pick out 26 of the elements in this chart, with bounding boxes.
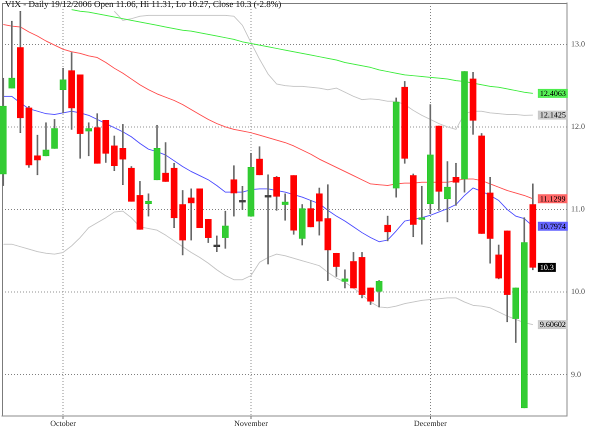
data-label: 12.4063 [540, 88, 566, 98]
x-tick-label: November [234, 418, 268, 427]
y-tick-label: 10.0 [571, 287, 585, 296]
data-label: 10.7974 [540, 222, 566, 231]
candlestick [444, 161, 451, 222]
candlestick [60, 68, 66, 114]
candlestick [34, 134, 41, 176]
candlestick [162, 142, 169, 182]
candlestick [239, 186, 246, 210]
candlestick [196, 188, 204, 228]
candlestick [264, 174, 272, 264]
data-label: 12.1425 [540, 110, 566, 120]
data-label: 9.60602 [540, 320, 566, 330]
text: 10.3 [540, 262, 554, 272]
y-tick-label: 13.0 [571, 39, 585, 48]
x-tick-label: December [414, 418, 448, 427]
data-label: 11.1299 [540, 194, 566, 204]
candlestick [145, 193, 152, 216]
y-tick-label: 12.0 [571, 122, 585, 131]
candlestick [42, 122, 50, 156]
y-tick-label: 11.0 [571, 204, 585, 214]
chart-title: VIX - Daily 19/12/2006 Open 11.06, Hi 11.31, Lo 10.27, Close 10.3 (-2.8%) [5, 0, 282, 9]
candlestick [452, 162, 460, 206]
y-tick-label: 9.0 [571, 370, 581, 379]
x-tick-label: October [50, 418, 76, 427]
candlestick [342, 269, 348, 288]
